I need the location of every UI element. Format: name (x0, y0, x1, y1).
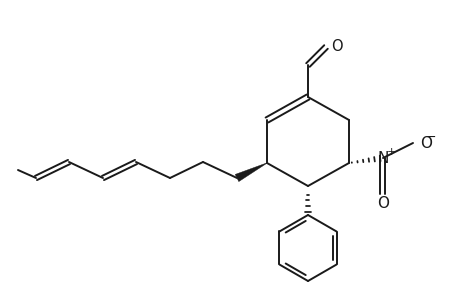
Text: +: + (386, 147, 395, 157)
Polygon shape (235, 163, 267, 182)
Text: −: − (425, 130, 435, 143)
Text: N: N (376, 151, 388, 166)
Text: O: O (330, 38, 342, 53)
Text: O: O (376, 196, 388, 211)
Text: O: O (419, 136, 431, 151)
